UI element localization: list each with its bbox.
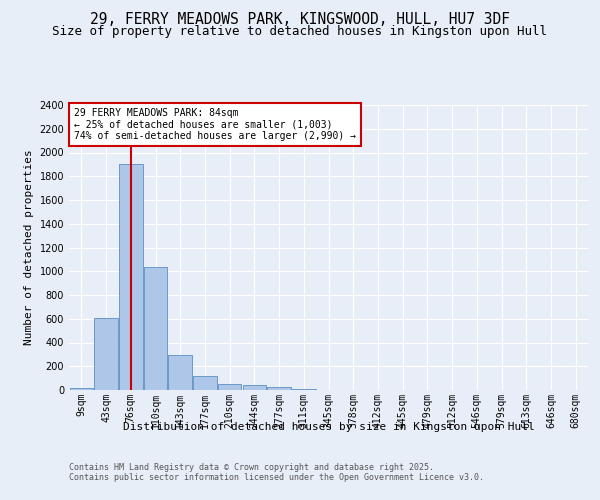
Bar xyxy=(119,164,143,390)
Bar xyxy=(193,376,217,390)
Bar xyxy=(94,318,118,390)
Bar xyxy=(242,385,266,390)
Bar xyxy=(292,389,316,390)
Text: Contains HM Land Registry data © Crown copyright and database right 2025.
Contai: Contains HM Land Registry data © Crown c… xyxy=(69,462,484,482)
Bar xyxy=(268,387,291,390)
Text: Size of property relative to detached houses in Kingston upon Hull: Size of property relative to detached ho… xyxy=(53,25,548,38)
Text: Distribution of detached houses by size in Kingston upon Hull: Distribution of detached houses by size … xyxy=(123,422,535,432)
Y-axis label: Number of detached properties: Number of detached properties xyxy=(24,150,34,346)
Bar xyxy=(218,384,241,390)
Text: 29 FERRY MEADOWS PARK: 84sqm
← 25% of detached houses are smaller (1,003)
74% of: 29 FERRY MEADOWS PARK: 84sqm ← 25% of de… xyxy=(74,108,356,141)
Bar xyxy=(144,266,167,390)
Bar xyxy=(169,355,192,390)
Bar xyxy=(70,388,93,390)
Text: 29, FERRY MEADOWS PARK, KINGSWOOD, HULL, HU7 3DF: 29, FERRY MEADOWS PARK, KINGSWOOD, HULL,… xyxy=(90,12,510,28)
